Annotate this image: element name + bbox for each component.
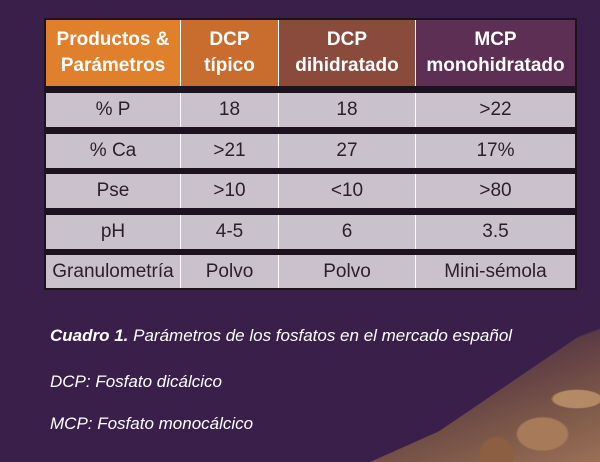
- header-cell-dcp-dihidratado: DCP dihidratado: [278, 20, 415, 86]
- table-cell: 4-5: [180, 215, 278, 249]
- table-cell: 17%: [415, 134, 575, 168]
- header-line: DCP: [209, 29, 250, 50]
- header-cell-mcp-monohidratado: MCP monohidratado: [415, 20, 575, 86]
- table-cell: <10: [278, 174, 415, 208]
- table-cell: Mini-sémola: [415, 255, 575, 288]
- table-cell: >80: [415, 174, 575, 208]
- header-line: DCP: [326, 29, 368, 50]
- header-line: Productos &: [56, 29, 170, 50]
- table-cell: Polvo: [278, 255, 415, 288]
- header-line: MCP: [474, 29, 517, 50]
- table-cell: 3.5: [415, 215, 575, 249]
- table-caption: Cuadro 1. Parámetros de los fosfatos en …: [50, 326, 512, 346]
- table-cell: Pse: [46, 174, 180, 208]
- table-cell: >22: [415, 93, 575, 127]
- table-cell: >21: [180, 134, 278, 168]
- header-line: monohidratado: [426, 55, 565, 76]
- table-cell: 6: [278, 215, 415, 249]
- table-cell: 18: [278, 93, 415, 127]
- table-cell: % Ca: [46, 134, 180, 168]
- header-cell-dcp-tipico: DCP típico: [180, 20, 278, 86]
- table-cell: pH: [46, 215, 180, 249]
- table-cell: 27: [278, 134, 415, 168]
- table-cell: % P: [46, 93, 180, 127]
- table-cell: Polvo: [180, 255, 278, 288]
- note-dcp: DCP: Fosfato dicálcico: [50, 372, 222, 391]
- caption-label: Cuadro 1.: [50, 326, 129, 345]
- table-cell: Granulometría: [46, 255, 180, 288]
- phosphate-parameters-table: Productos & Parámetros DCP típico DCP dihid…: [44, 18, 577, 290]
- header-line: Parámetros: [60, 55, 166, 76]
- caption-text: Parámetros de los fosfatos en el mercado…: [128, 326, 513, 345]
- table-cell: 18: [180, 93, 278, 127]
- table-cell: >10: [180, 174, 278, 208]
- header-line: típico: [204, 55, 255, 76]
- header-cell-productos: Productos & Parámetros: [46, 20, 180, 86]
- header-line: dihidratado: [295, 55, 399, 76]
- note-mcp: MCP: Fosfato monocálcico: [50, 414, 254, 433]
